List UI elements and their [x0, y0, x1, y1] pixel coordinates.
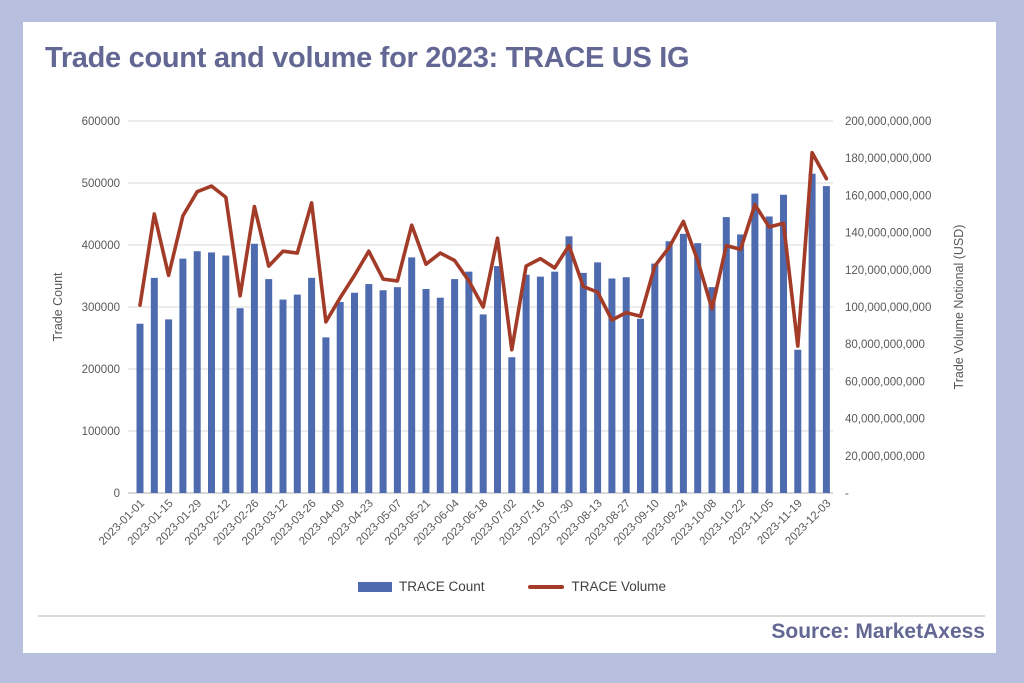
trace-count-bar	[293, 294, 301, 493]
y2-axis-tick-label: -	[845, 488, 849, 500]
trace-count-bar	[608, 278, 616, 493]
trace-count-bar	[822, 186, 830, 493]
y2-axis-tick-label: 40,000,000,000	[845, 414, 925, 426]
left-axis-title: Trade Count	[51, 272, 65, 342]
y2-axis-tick-label: 120,000,000,000	[845, 265, 931, 277]
y-axis-tick-label: 0	[114, 488, 120, 500]
trace-count-bar	[250, 243, 258, 493]
trace-count-bar	[479, 314, 487, 493]
y-axis-tick-label: 500000	[82, 178, 120, 190]
legend-item-trace-volume: TRACE Volume	[528, 579, 666, 594]
trace-count-bar	[351, 292, 358, 493]
trace-count-bar	[136, 323, 144, 493]
y2-axis-tick-label: 140,000,000,000	[845, 228, 931, 240]
y2-axis-tick-label: 80,000,000,000	[845, 339, 925, 351]
trace-count-bar	[393, 287, 401, 493]
trace-volume-line	[138, 150, 829, 352]
trace-count-bar	[780, 194, 787, 493]
trace-count-bar	[522, 274, 530, 493]
y-axis-tick-label: 300000	[82, 302, 120, 314]
trace-count-bar	[494, 266, 501, 493]
trace-count-bar	[722, 217, 730, 493]
trace-count-bar	[565, 236, 573, 493]
trace-count-bar	[536, 276, 544, 493]
y2-axis-tick-label: 200,000,000,000	[845, 116, 931, 128]
trace-count-bar	[751, 193, 759, 494]
bar-series-swatch-icon	[357, 581, 392, 592]
trace-count-bar	[222, 255, 230, 493]
trace-count-bar	[308, 277, 316, 493]
trace-count-bar	[436, 297, 444, 493]
trace-count-bar	[665, 241, 673, 493]
y2-axis-tick-label: 100,000,000,000	[845, 302, 931, 314]
trace-count-bar	[551, 271, 559, 493]
trace-count-bar	[794, 349, 802, 493]
trace-count-bar	[379, 290, 387, 493]
trace-count-bar	[579, 272, 587, 493]
trace-count-bar	[637, 318, 644, 493]
trace-count-bar	[694, 243, 702, 493]
line-series-swatch-icon	[528, 584, 565, 589]
trace-count-bar	[708, 287, 716, 493]
legend-label: TRACE Volume	[571, 579, 667, 594]
legend-item-trace-count: TRACE Count	[357, 579, 485, 594]
trace-count-bar	[365, 284, 373, 493]
y-axis-tick-label: 400000	[82, 240, 120, 252]
trace-count-bar	[808, 173, 816, 493]
page-title: Trade count and volume for 2023: TRACE U…	[45, 42, 690, 74]
right-axis-title: Trade Volume Notional (USD)	[952, 225, 966, 390]
y2-axis-tick-label: 60,000,000,000	[845, 376, 925, 388]
trace-count-bar	[165, 319, 173, 493]
trace-count-bar	[465, 271, 473, 493]
trace-count-bar	[765, 216, 773, 494]
trace-count-bar	[150, 277, 158, 493]
trace-count-bar	[236, 308, 244, 493]
chart-legend: TRACE Count TRACE Volume	[0, 579, 1024, 594]
trace-count-bar	[279, 299, 287, 493]
trace-count-bar	[336, 302, 344, 493]
y-axis-tick-label: 200000	[82, 364, 120, 376]
trace-count-bar	[265, 279, 273, 493]
trace-count-bar	[408, 257, 416, 493]
trace-count-bar	[322, 337, 330, 493]
y-axis-tick-label: 600000	[82, 116, 120, 128]
legend-label: TRACE Count	[398, 579, 485, 594]
trace-count-bar	[422, 289, 430, 493]
y2-axis-tick-label: 160,000,000,000	[845, 190, 931, 202]
trace-count-bar	[451, 279, 459, 493]
trace-count-bar	[679, 233, 687, 493]
trace-count-bar	[193, 251, 201, 493]
trace-count-bar	[508, 357, 516, 493]
trace-count-bar	[179, 258, 187, 493]
trace-count-bar	[622, 277, 630, 493]
source-attribution: Source: MarketAxess	[771, 620, 985, 643]
trace-count-bar	[651, 263, 659, 493]
footer-divider	[38, 615, 985, 617]
trace-count-bar	[208, 252, 215, 493]
y2-axis-tick-label: 20,000,000,000	[845, 451, 925, 463]
y2-axis-tick-label: 180,000,000,000	[845, 153, 931, 165]
trace-count-bar	[594, 262, 602, 493]
trace-count-bar	[737, 234, 745, 493]
y-axis-tick-label: 100000	[82, 426, 120, 438]
